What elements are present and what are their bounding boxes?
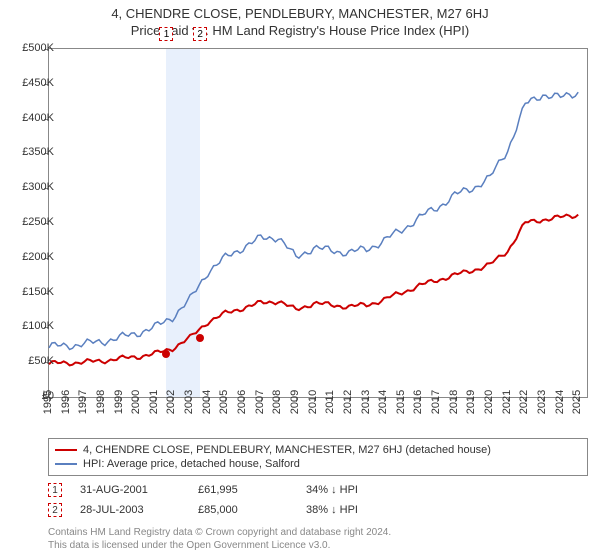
sale-row: 2 28-JUL-2003 £85,000 38% ↓ HPI — [48, 500, 588, 520]
price-chart: 12 — [48, 48, 588, 398]
x-axis-label: 2005 — [218, 390, 230, 414]
y-axis-label: £450K — [22, 77, 54, 89]
x-axis-label: 1995 — [42, 390, 54, 414]
x-axis-label: 2011 — [324, 390, 336, 414]
y-axis-label: £250K — [22, 216, 54, 228]
legend-swatch-red — [55, 449, 77, 451]
x-axis-label: 2023 — [536, 390, 548, 414]
y-axis-label: £300K — [22, 181, 54, 193]
x-axis-label: 2018 — [448, 390, 460, 414]
footnote-line: This data is licensed under the Open Gov… — [48, 539, 588, 552]
sale-index-box: 1 — [48, 483, 62, 497]
x-axis-label: 2020 — [483, 390, 495, 414]
x-axis-label: 2019 — [465, 390, 477, 414]
x-axis-label: 1999 — [113, 390, 125, 414]
x-axis-label: 2022 — [518, 390, 530, 414]
x-axis-label: 2002 — [165, 390, 177, 414]
x-axis-label: 2001 — [148, 390, 160, 414]
x-axis-label: 2024 — [554, 390, 566, 414]
sale-price: £61,995 — [198, 484, 288, 496]
page-title: 4, CHENDRE CLOSE, PENDLEBURY, MANCHESTER… — [0, 0, 600, 21]
sale-date: 28-JUL-2003 — [80, 504, 180, 516]
sale-marker-label: 2 — [193, 27, 207, 41]
x-axis-label: 2009 — [289, 390, 301, 414]
x-axis-label: 2012 — [342, 390, 354, 414]
x-axis-label: 2007 — [254, 390, 266, 414]
sale-pct: 38% ↓ HPI — [306, 504, 396, 516]
page-subtitle: Price paid vs. HM Land Registry's House … — [0, 21, 600, 42]
x-axis-label: 2017 — [430, 390, 442, 414]
x-axis-label: 2003 — [183, 390, 195, 414]
x-axis-label: 2000 — [130, 390, 142, 414]
sale-marker — [162, 350, 170, 358]
x-axis-label: 2008 — [271, 390, 283, 414]
y-axis-label: £100K — [22, 320, 54, 332]
sales-table: 1 31-AUG-2001 £61,995 34% ↓ HPI 2 28-JUL-2003… — [48, 480, 588, 520]
x-axis-label: 1996 — [60, 390, 72, 414]
sale-date: 31-AUG-2001 — [80, 484, 180, 496]
legend-swatch-blue — [55, 463, 77, 465]
sale-index-box: 2 — [48, 503, 62, 517]
y-axis-label: £50K — [28, 355, 54, 367]
x-axis-label: 2010 — [307, 390, 319, 414]
sale-pct: 34% ↓ HPI — [306, 484, 396, 496]
legend-label-blue: HPI: Average price, detached house, Salf… — [83, 458, 300, 470]
x-axis-label: 1997 — [77, 390, 89, 414]
footnote: Contains HM Land Registry data © Crown c… — [48, 526, 588, 552]
footnote-line: Contains HM Land Registry data © Crown c… — [48, 526, 588, 539]
chart-legend: 4, CHENDRE CLOSE, PENDLEBURY, MANCHESTER… — [48, 438, 588, 476]
y-axis-label: £150K — [22, 286, 54, 298]
x-axis-label: 2016 — [412, 390, 424, 414]
chart-lines — [49, 49, 587, 397]
x-axis-label: 2014 — [377, 390, 389, 414]
y-axis-label: £350K — [22, 146, 54, 158]
x-axis-label: 1998 — [95, 390, 107, 414]
sale-price: £85,000 — [198, 504, 288, 516]
legend-label-red: 4, CHENDRE CLOSE, PENDLEBURY, MANCHESTER… — [83, 444, 491, 456]
x-axis-label: 2004 — [201, 390, 213, 414]
x-axis-label: 2006 — [236, 390, 248, 414]
x-axis-label: 2015 — [395, 390, 407, 414]
x-axis-label: 2025 — [571, 390, 583, 414]
sale-row: 1 31-AUG-2001 £61,995 34% ↓ HPI — [48, 480, 588, 500]
x-axis-label: 2021 — [501, 390, 513, 414]
y-axis-label: £500K — [22, 42, 54, 54]
y-axis-label: £200K — [22, 251, 54, 263]
y-axis-label: £400K — [22, 112, 54, 124]
x-axis-label: 2013 — [360, 390, 372, 414]
sale-marker — [196, 334, 204, 342]
sale-marker-label: 1 — [159, 27, 173, 41]
